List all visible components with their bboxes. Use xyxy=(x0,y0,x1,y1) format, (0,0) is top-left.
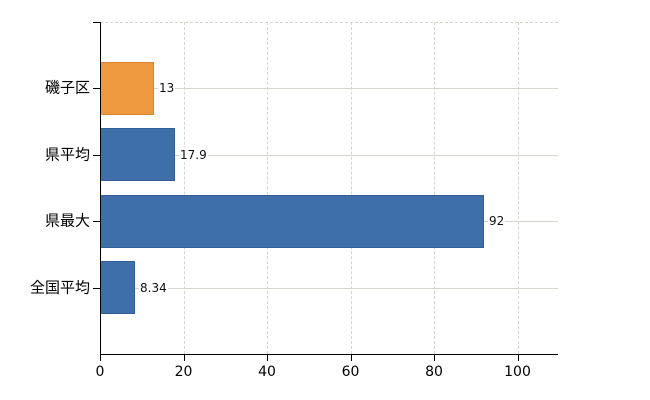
x-axis-tick xyxy=(183,354,185,361)
y-gridline xyxy=(100,287,558,289)
x-tick-label: 100 xyxy=(504,364,531,380)
x-gridline xyxy=(517,22,519,354)
x-gridline xyxy=(183,22,185,354)
y-axis-tick xyxy=(93,154,100,156)
x-axis-tick xyxy=(350,354,352,361)
plot-top-border xyxy=(100,22,558,23)
y-axis-tick xyxy=(93,88,100,89)
x-axis-tick xyxy=(434,354,435,361)
y-axis-tick xyxy=(93,221,100,222)
value-label: 17.9 xyxy=(179,147,208,162)
y-axis-tick xyxy=(93,287,100,289)
x-axis-tick xyxy=(267,354,268,361)
y-gridline xyxy=(100,88,558,89)
bar-2 xyxy=(100,128,175,181)
category-label: 磯子区 xyxy=(44,78,90,97)
x-gridline xyxy=(267,22,268,354)
value-label: 8.34 xyxy=(139,280,168,295)
x-axis-tick xyxy=(517,354,519,361)
x-tick-label: 60 xyxy=(341,364,360,380)
x-gridline xyxy=(350,22,352,354)
x-axis-line xyxy=(100,354,558,355)
x-tick-label: 80 xyxy=(425,364,443,380)
bar-3 xyxy=(100,194,484,248)
y-gridline xyxy=(100,154,558,156)
category-label: 県最大 xyxy=(44,211,90,230)
value-label: 13 xyxy=(158,81,176,95)
y-axis-top-tick xyxy=(93,22,100,23)
x-tick-label: 40 xyxy=(258,364,276,380)
bar-1 xyxy=(100,61,154,115)
value-label: 92 xyxy=(488,214,506,228)
x-tick-label: 0 xyxy=(95,364,105,380)
y-axis-line xyxy=(100,22,101,361)
x-tick-label: 20 xyxy=(174,364,193,380)
category-label: 県平均 xyxy=(44,145,90,163)
x-gridline xyxy=(434,22,435,354)
category-label: 全国平均 xyxy=(29,278,90,296)
